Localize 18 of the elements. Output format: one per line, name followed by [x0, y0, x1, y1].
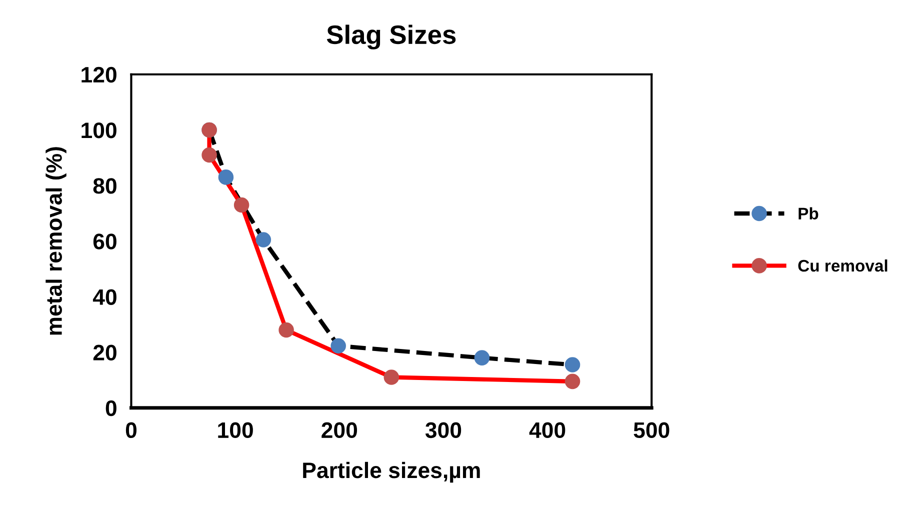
x-tick-label: 100: [218, 422, 253, 438]
y-tick-label: 40: [92, 289, 116, 305]
y-tick-label: 120: [82, 66, 116, 83]
x-axis-title: Particle sizes,µm: [303, 462, 480, 483]
x-tick-label: 0: [126, 422, 136, 438]
x-tick-label: 300: [425, 422, 462, 438]
y-tick-label: 80: [93, 178, 116, 194]
chart-title: Slag Sizes: [326, 24, 456, 50]
legend-label: Cu removal: [798, 259, 888, 272]
y-tick-label: 100: [82, 122, 116, 138]
x-tick-label: 400: [529, 422, 566, 438]
y-tick-label: 20: [93, 344, 116, 361]
legend-label: Pb: [798, 207, 818, 220]
y-tick-label: 60: [93, 234, 116, 250]
y-tick-label: 0: [106, 400, 116, 416]
x-tick-label: 200: [322, 422, 358, 438]
x-tick-label: 500: [634, 422, 670, 438]
y-axis-title: metal removal (%): [46, 147, 66, 335]
